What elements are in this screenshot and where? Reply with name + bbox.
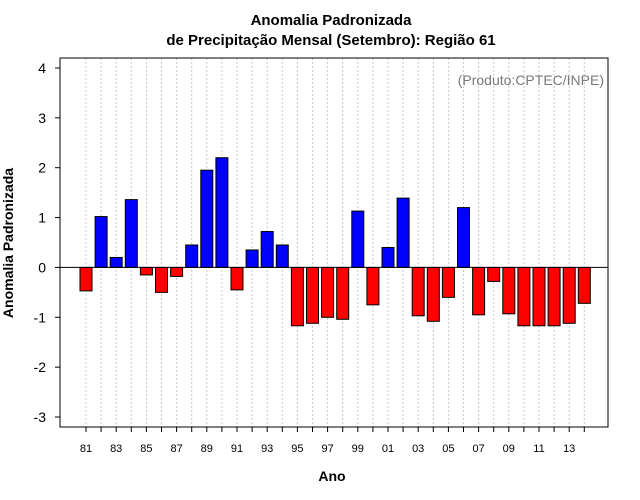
- bar-08: [487, 266, 501, 282]
- bar-82: [94, 216, 108, 268]
- bar-98: [336, 266, 350, 320]
- bar-07: [472, 266, 486, 316]
- x-tick-label: 99: [352, 443, 364, 455]
- y-axis: -3 -2 -1 0 1 2 3 4: [34, 60, 60, 425]
- x-tick-label: 09: [503, 443, 515, 455]
- bar-01: [381, 246, 395, 268]
- x-axis: 81 83 85 87 89 91 93 95 97 99 01 03 05 07 09 11 13: [80, 427, 585, 455]
- x-tick-label: 13: [563, 443, 575, 455]
- x-tick-label: 89: [201, 443, 213, 455]
- bar-05: [441, 266, 455, 298]
- x-tick-label: 83: [110, 443, 122, 455]
- bar-86: [155, 266, 168, 293]
- bar-95: [290, 266, 304, 327]
- bar-11: [532, 266, 546, 327]
- bar-85: [139, 266, 153, 276]
- bar-97: [321, 266, 335, 318]
- bar-93: [260, 231, 274, 268]
- y-tick-label: 0: [38, 259, 46, 275]
- plot-frame: [59, 57, 609, 428]
- y-tick-label: 4: [38, 60, 46, 76]
- bar-89: [200, 169, 214, 268]
- y-tick-label: -3: [34, 409, 47, 425]
- bar-series: [79, 157, 591, 327]
- bar-84: [124, 199, 138, 268]
- x-tick-label: 93: [261, 443, 273, 455]
- bar-81: [79, 266, 93, 292]
- x-tick-label: 81: [80, 443, 92, 455]
- y-tick-label: 2: [38, 160, 46, 176]
- bar-91: [230, 266, 244, 291]
- bar-90: [215, 157, 229, 268]
- vertical-grid: [85, 58, 585, 427]
- chart-subtitle: de Precipitação Mensal (Setembro): Regiã…: [166, 32, 495, 49]
- y-tick-label: 1: [38, 210, 46, 226]
- y-tick-label: -2: [34, 359, 47, 375]
- x-tick-label: 91: [231, 443, 243, 455]
- y-tick-label: -1: [34, 309, 47, 325]
- x-axis-label: Ano: [318, 468, 345, 484]
- bar-02: [396, 197, 410, 268]
- x-tick-label: 11: [533, 443, 544, 455]
- bar-00: [366, 266, 380, 306]
- bar-13: [562, 266, 576, 324]
- bar-92: [245, 249, 259, 268]
- y-tick-label: 3: [38, 110, 46, 126]
- x-tick-label: 05: [442, 443, 454, 455]
- bar-10: [517, 266, 531, 327]
- bar-96: [306, 266, 319, 324]
- y-axis-label: Anomalia Padronizada: [0, 168, 16, 318]
- chart-title: Anomalia Padronizada: [251, 12, 413, 29]
- bar-87: [170, 266, 184, 277]
- bar-94: [275, 244, 289, 268]
- product-credit: (Produto:CPTEC/INPE): [458, 72, 604, 88]
- bar-83: [109, 256, 123, 268]
- bar-04: [426, 266, 440, 322]
- bar-99: [351, 210, 365, 268]
- bar-06: [457, 207, 470, 268]
- bar-12: [547, 266, 561, 327]
- bar-88: [185, 244, 199, 268]
- x-tick-label: 95: [291, 443, 303, 455]
- bar-09: [502, 266, 516, 315]
- bar-14: [577, 266, 591, 304]
- x-tick-label: 01: [382, 443, 394, 455]
- bar-03: [411, 266, 425, 317]
- x-tick-label: 87: [170, 443, 182, 455]
- x-tick-label: 03: [412, 443, 424, 455]
- x-tick-label: 85: [140, 443, 152, 455]
- x-tick-label: 07: [472, 443, 484, 455]
- x-tick-label: 97: [321, 443, 333, 455]
